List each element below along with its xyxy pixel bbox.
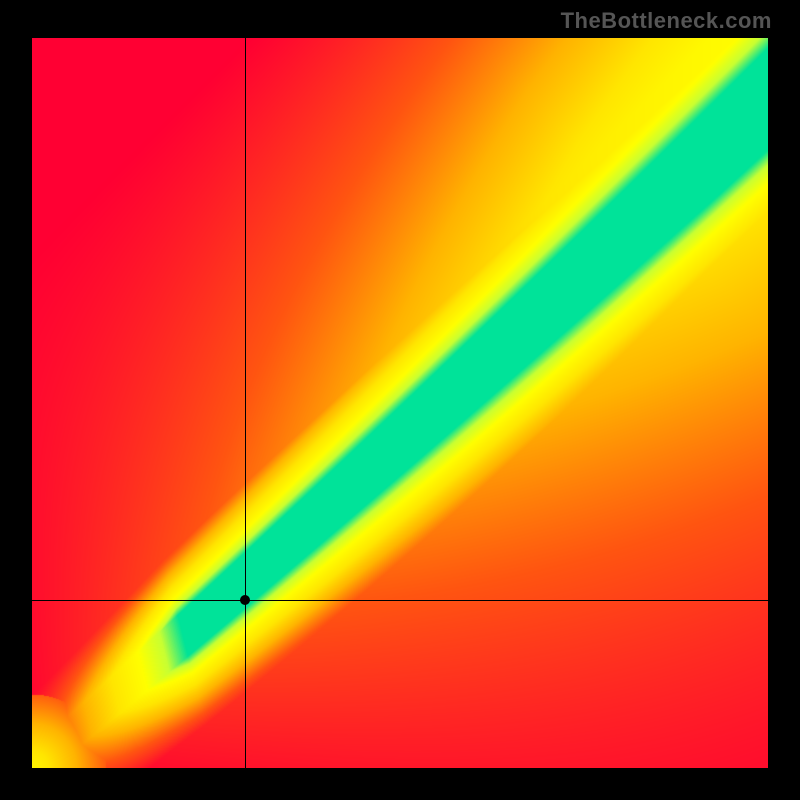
crosshair-horizontal-line xyxy=(32,600,768,601)
crosshair-vertical-line xyxy=(245,38,246,768)
chart-container: { "watermark": { "text": "TheBottleneck.… xyxy=(0,0,800,800)
crosshair-dot xyxy=(240,595,250,605)
watermark-text: TheBottleneck.com xyxy=(561,8,772,34)
heatmap-plot-area xyxy=(32,38,768,768)
heatmap-canvas xyxy=(32,38,768,768)
